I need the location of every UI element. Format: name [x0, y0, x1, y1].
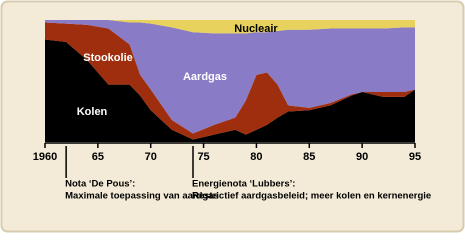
annotation-text: Restrictief aardgasbeleid; meer kolen en… [192, 191, 431, 202]
annotation-text: Maximale toepassing van aardgas [65, 191, 219, 202]
area [45, 22, 415, 140]
annotation-text: Energienota ‘Lubbers’: [192, 179, 295, 190]
area [45, 20, 415, 134]
annotation-text: Nota ‘De Pous’: [65, 179, 135, 190]
x-tick-label: 75 [197, 151, 209, 163]
page: Kolen Stookolie Aardgas Nucleair 1960 65 70 75 8… [0, 0, 465, 233]
chart: Kolen Stookolie Aardgas Nucleair 1960 65 70 75 8… [0, 0, 465, 233]
x-tick-label: 90 [356, 151, 368, 163]
area [45, 20, 415, 34]
x-tick-label: 65 [92, 151, 104, 163]
x-tick-label: 70 [145, 151, 157, 163]
series-label: Aardgas [183, 71, 227, 83]
area [45, 39, 415, 142]
x-tick-label: 95 [409, 151, 421, 163]
x-tick-label: 80 [250, 151, 262, 163]
series-label: Kolen [77, 106, 108, 118]
x-tick-label: 85 [303, 151, 315, 163]
x-tick-label: 1960 [33, 151, 57, 163]
series-label: Nucleair [234, 23, 278, 35]
series-label: Stookolie [83, 52, 133, 64]
